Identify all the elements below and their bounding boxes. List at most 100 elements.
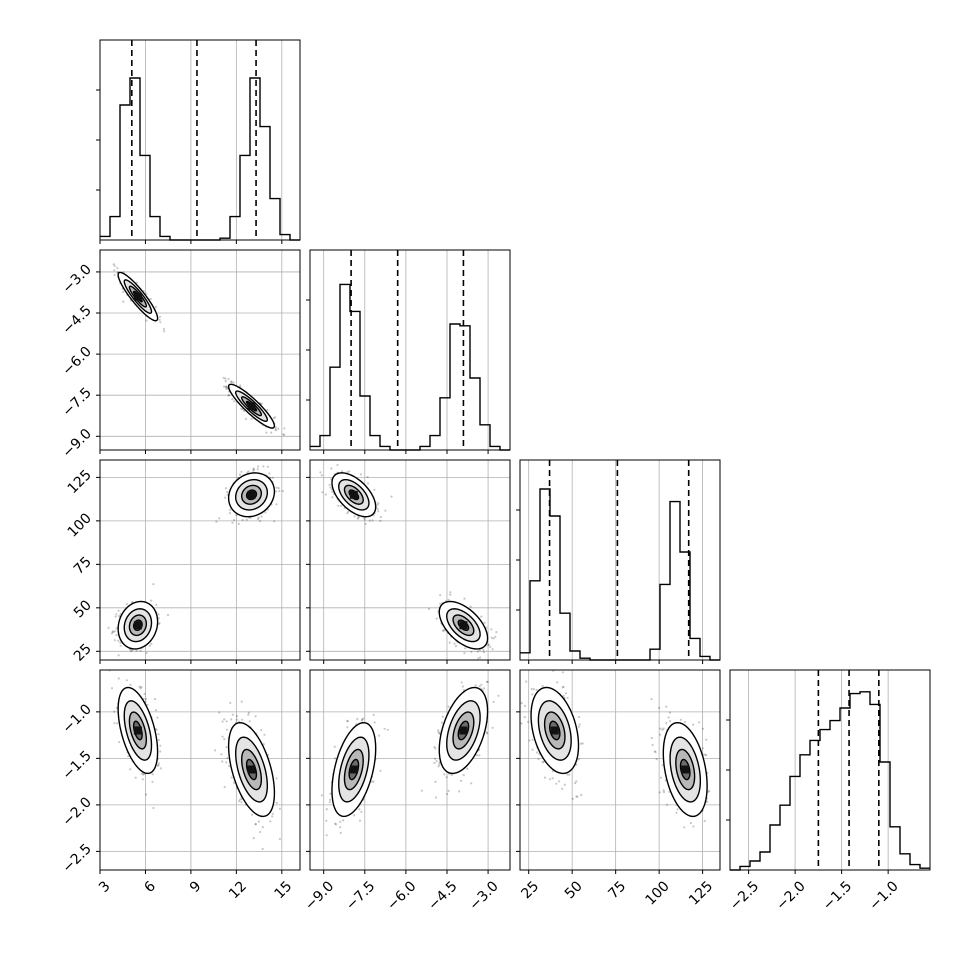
sample-point — [252, 468, 256, 471]
sample-point — [237, 522, 240, 526]
sample-point — [117, 654, 120, 657]
sample-point — [568, 773, 571, 776]
sample-point — [275, 801, 278, 804]
sample-point — [447, 598, 450, 602]
sample-point — [113, 710, 116, 713]
sample-point — [461, 685, 464, 688]
x-tick-label: 15 — [272, 878, 296, 902]
sample-point — [230, 718, 233, 721]
sample-point — [665, 803, 669, 806]
sample-point — [218, 517, 221, 520]
sample-point — [564, 692, 568, 695]
sample-point — [260, 402, 263, 405]
density-points — [320, 680, 500, 837]
panel-3-2: 25 50 75 100 125 — [516, 669, 721, 909]
y-tick-label: −3.0 — [59, 261, 94, 296]
sample-point — [229, 701, 232, 705]
sample-point — [157, 617, 160, 620]
sample-point — [548, 778, 552, 781]
panel-1-0: −9.0−7.5−6.0−4.5−3.0 — [59, 249, 301, 461]
x-tick-label: 3 — [96, 878, 114, 896]
sample-point — [566, 773, 569, 776]
sample-point — [480, 683, 483, 686]
sample-point — [159, 744, 162, 747]
sample-point — [336, 463, 339, 467]
sample-point — [490, 636, 493, 639]
sample-point — [157, 739, 160, 742]
sample-point — [439, 594, 442, 597]
sample-point — [319, 471, 322, 474]
sample-point — [273, 520, 276, 523]
density-peak — [247, 765, 256, 774]
sample-point — [131, 600, 134, 604]
sample-point — [337, 504, 340, 507]
sample-point — [274, 429, 278, 432]
sample-point — [119, 644, 122, 647]
sample-point — [491, 726, 494, 729]
sample-point — [118, 741, 121, 744]
sample-point — [264, 511, 267, 514]
sample-point — [242, 409, 246, 412]
density-peak — [133, 726, 142, 735]
sample-point — [449, 593, 452, 596]
sample-point — [252, 837, 255, 840]
sample-point — [377, 734, 381, 737]
sample-point — [487, 643, 490, 646]
density-points — [319, 463, 498, 660]
x-tick-label: −6.0 — [384, 878, 419, 913]
sample-point — [153, 697, 157, 701]
sample-point — [122, 300, 125, 303]
sample-point — [145, 292, 148, 295]
sample-point — [464, 647, 467, 650]
sample-point — [225, 720, 228, 723]
sample-point — [483, 687, 486, 690]
y-tick-label: −9.0 — [59, 426, 94, 461]
sample-point — [443, 773, 446, 776]
sample-point — [240, 407, 243, 410]
sample-point — [438, 732, 441, 735]
sample-point — [230, 380, 233, 383]
density-points — [100, 251, 286, 436]
sample-point — [238, 473, 242, 476]
sample-point — [320, 474, 323, 477]
sample-point — [390, 495, 393, 498]
sample-point — [283, 427, 286, 430]
sample-point — [482, 648, 485, 651]
sample-point — [275, 490, 278, 493]
sample-point — [575, 795, 578, 798]
sample-point — [574, 782, 577, 785]
panel-frame — [309, 459, 511, 661]
sample-point — [520, 722, 523, 725]
panel-1-1 — [306, 249, 511, 454]
sample-point — [146, 703, 149, 706]
sample-point — [433, 745, 436, 749]
sample-point — [225, 385, 228, 388]
sample-point — [486, 680, 489, 683]
sample-point — [420, 789, 423, 792]
sample-point — [220, 753, 223, 756]
sample-point — [495, 631, 498, 634]
sample-point — [470, 782, 473, 785]
sample-point — [259, 520, 262, 523]
sample-point — [145, 698, 148, 701]
sample-point — [523, 704, 527, 708]
sample-point — [256, 468, 259, 471]
sample-point — [229, 380, 233, 383]
sample-point — [667, 716, 670, 719]
sample-point — [226, 490, 229, 494]
sample-point — [248, 720, 251, 723]
sample-point — [555, 782, 558, 785]
sample-point — [142, 773, 145, 776]
sample-point — [435, 617, 438, 620]
sample-point — [372, 713, 375, 717]
sample-point — [221, 720, 224, 723]
sample-point — [531, 738, 534, 741]
sample-point — [334, 822, 337, 825]
sample-point — [358, 819, 362, 822]
panel-frame — [99, 249, 301, 451]
sample-point — [139, 649, 142, 652]
sample-point — [360, 719, 363, 722]
density-peak — [550, 726, 559, 735]
sample-point — [277, 427, 280, 430]
